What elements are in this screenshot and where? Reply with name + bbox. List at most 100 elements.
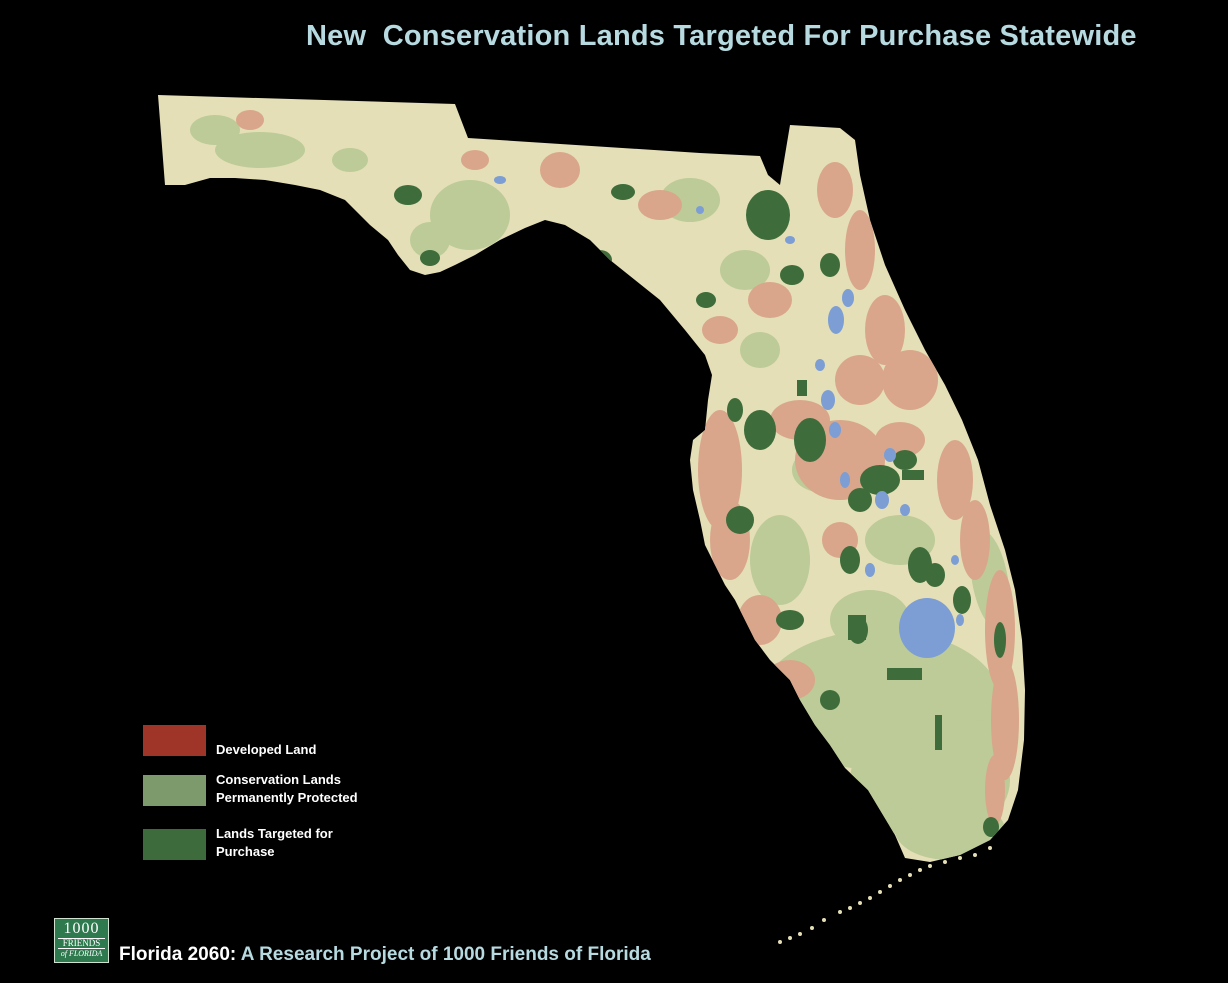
- developed-patch: [991, 660, 1019, 780]
- footer-credit: Florida 2060: A Research Project of 1000…: [119, 944, 651, 966]
- protected-patch: [750, 515, 810, 605]
- lake: [821, 390, 835, 410]
- key-island: [958, 856, 962, 860]
- developed-patch: [865, 295, 905, 365]
- key-island: [928, 864, 932, 868]
- targeted-parcel: [887, 668, 922, 680]
- targeted-patch: [776, 610, 804, 630]
- florida-keys: [778, 846, 992, 944]
- key-island: [908, 873, 912, 877]
- developed-patch: [461, 150, 489, 170]
- developed-patch: [702, 316, 738, 344]
- lake: [494, 176, 506, 184]
- lake: [815, 359, 825, 371]
- key-island: [888, 884, 892, 888]
- key-island: [858, 901, 862, 905]
- developed-patch: [960, 500, 990, 580]
- key-island: [973, 853, 977, 857]
- targeted-parcel: [797, 380, 807, 396]
- key-island: [822, 918, 826, 922]
- lake: [884, 448, 896, 462]
- protected-patch: [190, 115, 240, 145]
- targeted-patch: [840, 546, 860, 574]
- protected-patch: [555, 118, 605, 142]
- legend-item-developed: Developed Land: [143, 725, 316, 757]
- targeted-patch: [744, 410, 776, 450]
- legend-label-developed: Developed Land: [216, 742, 317, 757]
- developed-patch: [985, 755, 1005, 825]
- key-island: [810, 926, 814, 930]
- lake: [842, 289, 854, 307]
- key-island: [898, 878, 902, 882]
- targeted-patch: [794, 418, 826, 462]
- protected-patch: [895, 800, 1005, 860]
- water-bodies-layer: [494, 176, 964, 626]
- key-island: [943, 860, 947, 864]
- lake: [951, 555, 959, 565]
- legend-swatch-targeted: [143, 829, 206, 860]
- developed-patch: [540, 152, 580, 188]
- targeted-patch: [994, 622, 1006, 658]
- developed-patch: [817, 162, 853, 218]
- developed-patch: [748, 282, 792, 318]
- targeted-patch: [953, 586, 971, 614]
- developed-patch: [698, 410, 742, 530]
- legend-swatch-protected: [143, 775, 206, 806]
- footer-project: Florida 2060:: [119, 944, 237, 965]
- lake: [785, 236, 795, 244]
- developed-patch: [765, 660, 815, 700]
- developed-patch: [845, 210, 875, 290]
- lake: [875, 491, 889, 509]
- lake: [956, 614, 964, 626]
- developed-patch: [638, 190, 682, 220]
- lake: [696, 206, 704, 214]
- targeted-patch: [394, 185, 422, 205]
- protected-patch: [720, 250, 770, 290]
- lake: [900, 504, 910, 516]
- legend-swatch-developed: [143, 725, 206, 756]
- protected-patch: [740, 332, 780, 368]
- developed-patch: [937, 440, 973, 520]
- targeted-patch: [820, 690, 840, 710]
- targeted-lands-layer: [394, 184, 1006, 837]
- key-island: [788, 936, 792, 940]
- developed-patch: [236, 110, 264, 130]
- protected-patch: [332, 148, 368, 172]
- lake: [840, 472, 850, 488]
- targeted-patch: [696, 292, 716, 308]
- targeted-parcel: [848, 615, 866, 640]
- key-island: [868, 896, 872, 900]
- developed-patch: [835, 355, 885, 405]
- developed-patch: [738, 595, 782, 645]
- targeted-patch: [746, 190, 790, 240]
- protected-patch: [430, 180, 510, 250]
- map-title: New Conservation Lands Targeted For Purc…: [306, 20, 1137, 52]
- key-island: [838, 910, 842, 914]
- targeted-patch: [726, 506, 754, 534]
- key-island: [798, 932, 802, 936]
- protected-patch: [215, 132, 305, 168]
- targeted-patch: [780, 265, 804, 285]
- developed-patch: [882, 350, 938, 410]
- protected-patch: [410, 222, 450, 258]
- protected-patch: [830, 590, 910, 650]
- lake: [829, 422, 841, 438]
- targeted-patch: [860, 465, 900, 495]
- targeted-patch: [420, 250, 440, 266]
- lake: [865, 563, 875, 577]
- key-island: [918, 868, 922, 872]
- lake: [828, 306, 844, 334]
- key-island: [878, 890, 882, 894]
- targeted-parcel: [902, 470, 924, 480]
- targeted-patch: [820, 253, 840, 277]
- targeted-patch: [848, 488, 872, 512]
- targeted-patch: [611, 184, 635, 200]
- lake-okeechobee: [899, 598, 955, 658]
- key-island: [848, 906, 852, 910]
- targeted-patch: [908, 547, 932, 583]
- legend-item-targeted: Lands Targeted for Purchase: [143, 826, 333, 860]
- targeted-patch: [893, 450, 917, 470]
- legend-item-protected: Conservation Lands Permanently Protected: [143, 772, 358, 806]
- targeted-patch: [727, 398, 743, 422]
- targeted-patch: [983, 817, 999, 837]
